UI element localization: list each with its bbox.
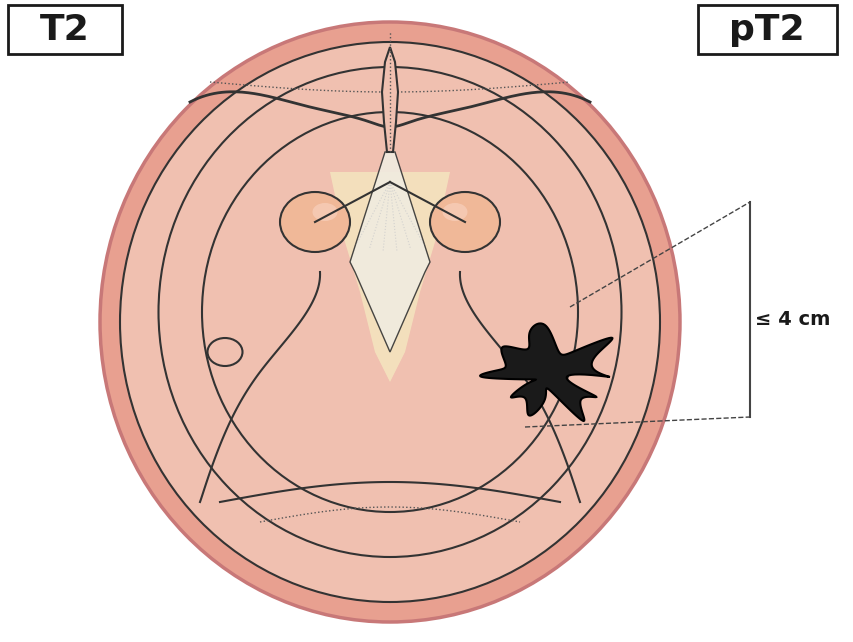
Ellipse shape	[100, 22, 679, 622]
Polygon shape	[479, 324, 612, 421]
Ellipse shape	[280, 192, 350, 252]
Polygon shape	[381, 47, 397, 152]
Polygon shape	[329, 172, 450, 382]
Ellipse shape	[442, 203, 467, 221]
FancyBboxPatch shape	[8, 5, 122, 54]
Ellipse shape	[430, 192, 499, 252]
Polygon shape	[350, 152, 430, 352]
Text: T2: T2	[40, 13, 90, 47]
FancyBboxPatch shape	[697, 5, 836, 54]
Text: pT2: pT2	[728, 13, 804, 47]
Ellipse shape	[120, 42, 659, 602]
Text: ≤ 4 cm: ≤ 4 cm	[754, 310, 829, 329]
Ellipse shape	[312, 203, 337, 221]
